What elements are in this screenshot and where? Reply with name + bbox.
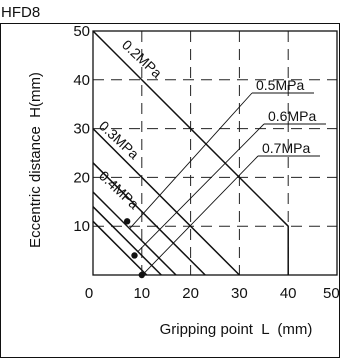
leader-0.6MPa — [137, 123, 265, 252]
x-tick-30: 30 — [231, 285, 248, 302]
series-label-0.6MPa: 0.6MPa — [268, 108, 316, 124]
series-line-0.3MPa — [92, 128, 240, 276]
y-tick-30: 30 — [73, 121, 90, 138]
series-line-0.6MPa — [92, 206, 162, 276]
chart-title: HFD8 — [1, 4, 40, 21]
marker-0 — [123, 218, 131, 225]
series-label-0.4MPa: 0.4MPa — [96, 167, 142, 212]
series-label-0.5MPa: 0.5MPa — [256, 77, 304, 93]
leader-0.5MPa — [129, 92, 253, 229]
x-tick-0: 0 — [85, 285, 93, 302]
grid — [93, 31, 337, 275]
series-label-0.7MPa: 0.7MPa — [262, 140, 310, 156]
x-axis-label: Gripping point L (mm) — [160, 321, 313, 338]
series-line-0.2MPa — [92, 30, 289, 275]
y-tick-labels: 10 20 30 40 50 — [73, 23, 90, 235]
plot-frame — [92, 30, 338, 276]
y-axis-label: Eccentric distance H(mm) — [27, 72, 44, 248]
y-tick-40: 40 — [73, 72, 90, 89]
x-tick-10: 10 — [133, 285, 150, 302]
marker-1 — [131, 252, 138, 259]
x-tick-labels: 0 10 20 30 40 50 — [85, 285, 340, 302]
series-line-0.4MPa — [92, 162, 206, 276]
series-line-0.5MPa — [92, 191, 177, 276]
y-tick-20: 20 — [73, 169, 90, 186]
x-tick-50: 50 — [323, 285, 340, 302]
series-line-0.7MPa — [92, 220, 148, 276]
leader-lines — [129, 92, 326, 273]
leader-0.7MPa — [144, 155, 259, 273]
y-tick-50: 50 — [73, 23, 90, 40]
x-tick-40: 40 — [280, 285, 297, 302]
markers — [123, 218, 145, 279]
y-tick-10: 10 — [73, 218, 90, 235]
series-lines — [92, 30, 289, 276]
x-tick-20: 20 — [182, 285, 199, 302]
